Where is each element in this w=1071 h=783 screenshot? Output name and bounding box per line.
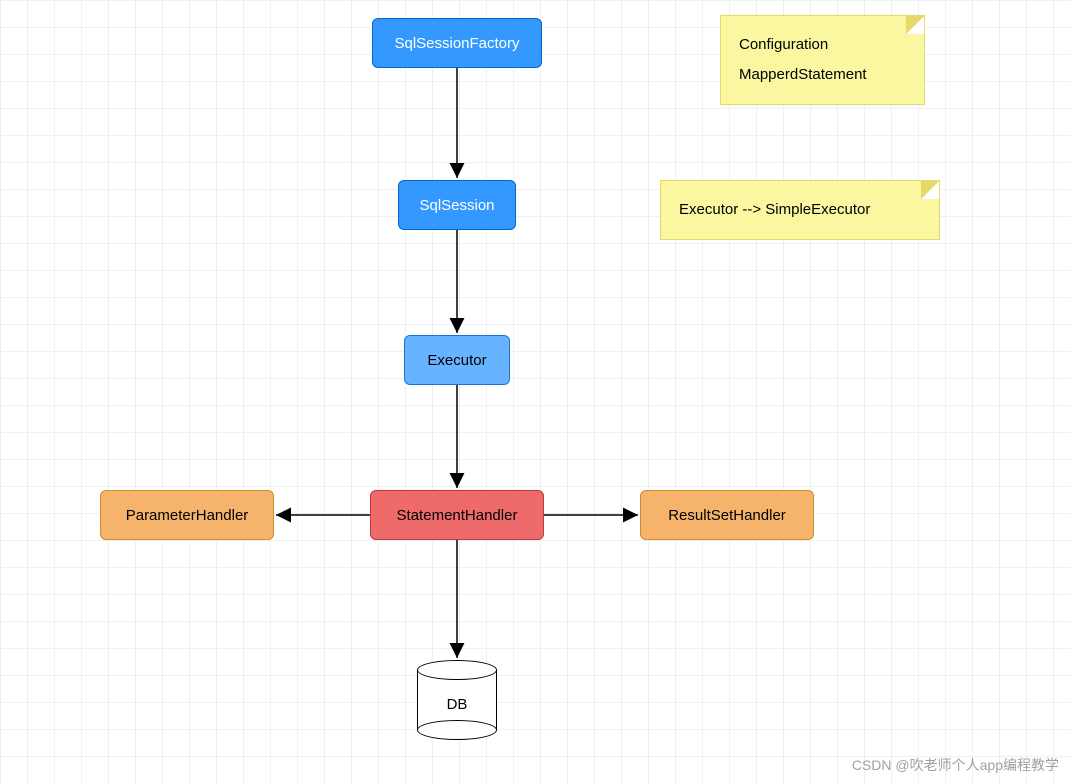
note-line: Executor --> SimpleExecutor [679,195,921,225]
node-sql-session-factory: SqlSessionFactory [372,18,542,68]
note-line: MapperdStatement [739,60,906,90]
watermark: CSDN @吹老师个人app编程教学 [852,755,1059,775]
db-label: DB [417,660,497,740]
node-label: ResultSetHandler [668,507,786,524]
sticky-note-config: Configuration MapperdStatement [720,15,925,105]
node-label: StatementHandler [397,507,518,524]
node-sql-session: SqlSession [398,180,516,230]
node-label: SqlSession [419,197,494,214]
node-label: SqlSessionFactory [394,35,519,52]
node-result-set-handler: ResultSetHandler [640,490,814,540]
sticky-note-executor: Executor --> SimpleExecutor [660,180,940,240]
node-db-cylinder: DB [417,660,497,740]
grid-background [0,0,1071,783]
node-label: ParameterHandler [126,507,249,524]
node-executor: Executor [404,335,510,385]
node-label: Executor [427,352,486,369]
node-parameter-handler: ParameterHandler [100,490,274,540]
node-statement-handler: StatementHandler [370,490,544,540]
note-line: Configuration [739,30,906,60]
